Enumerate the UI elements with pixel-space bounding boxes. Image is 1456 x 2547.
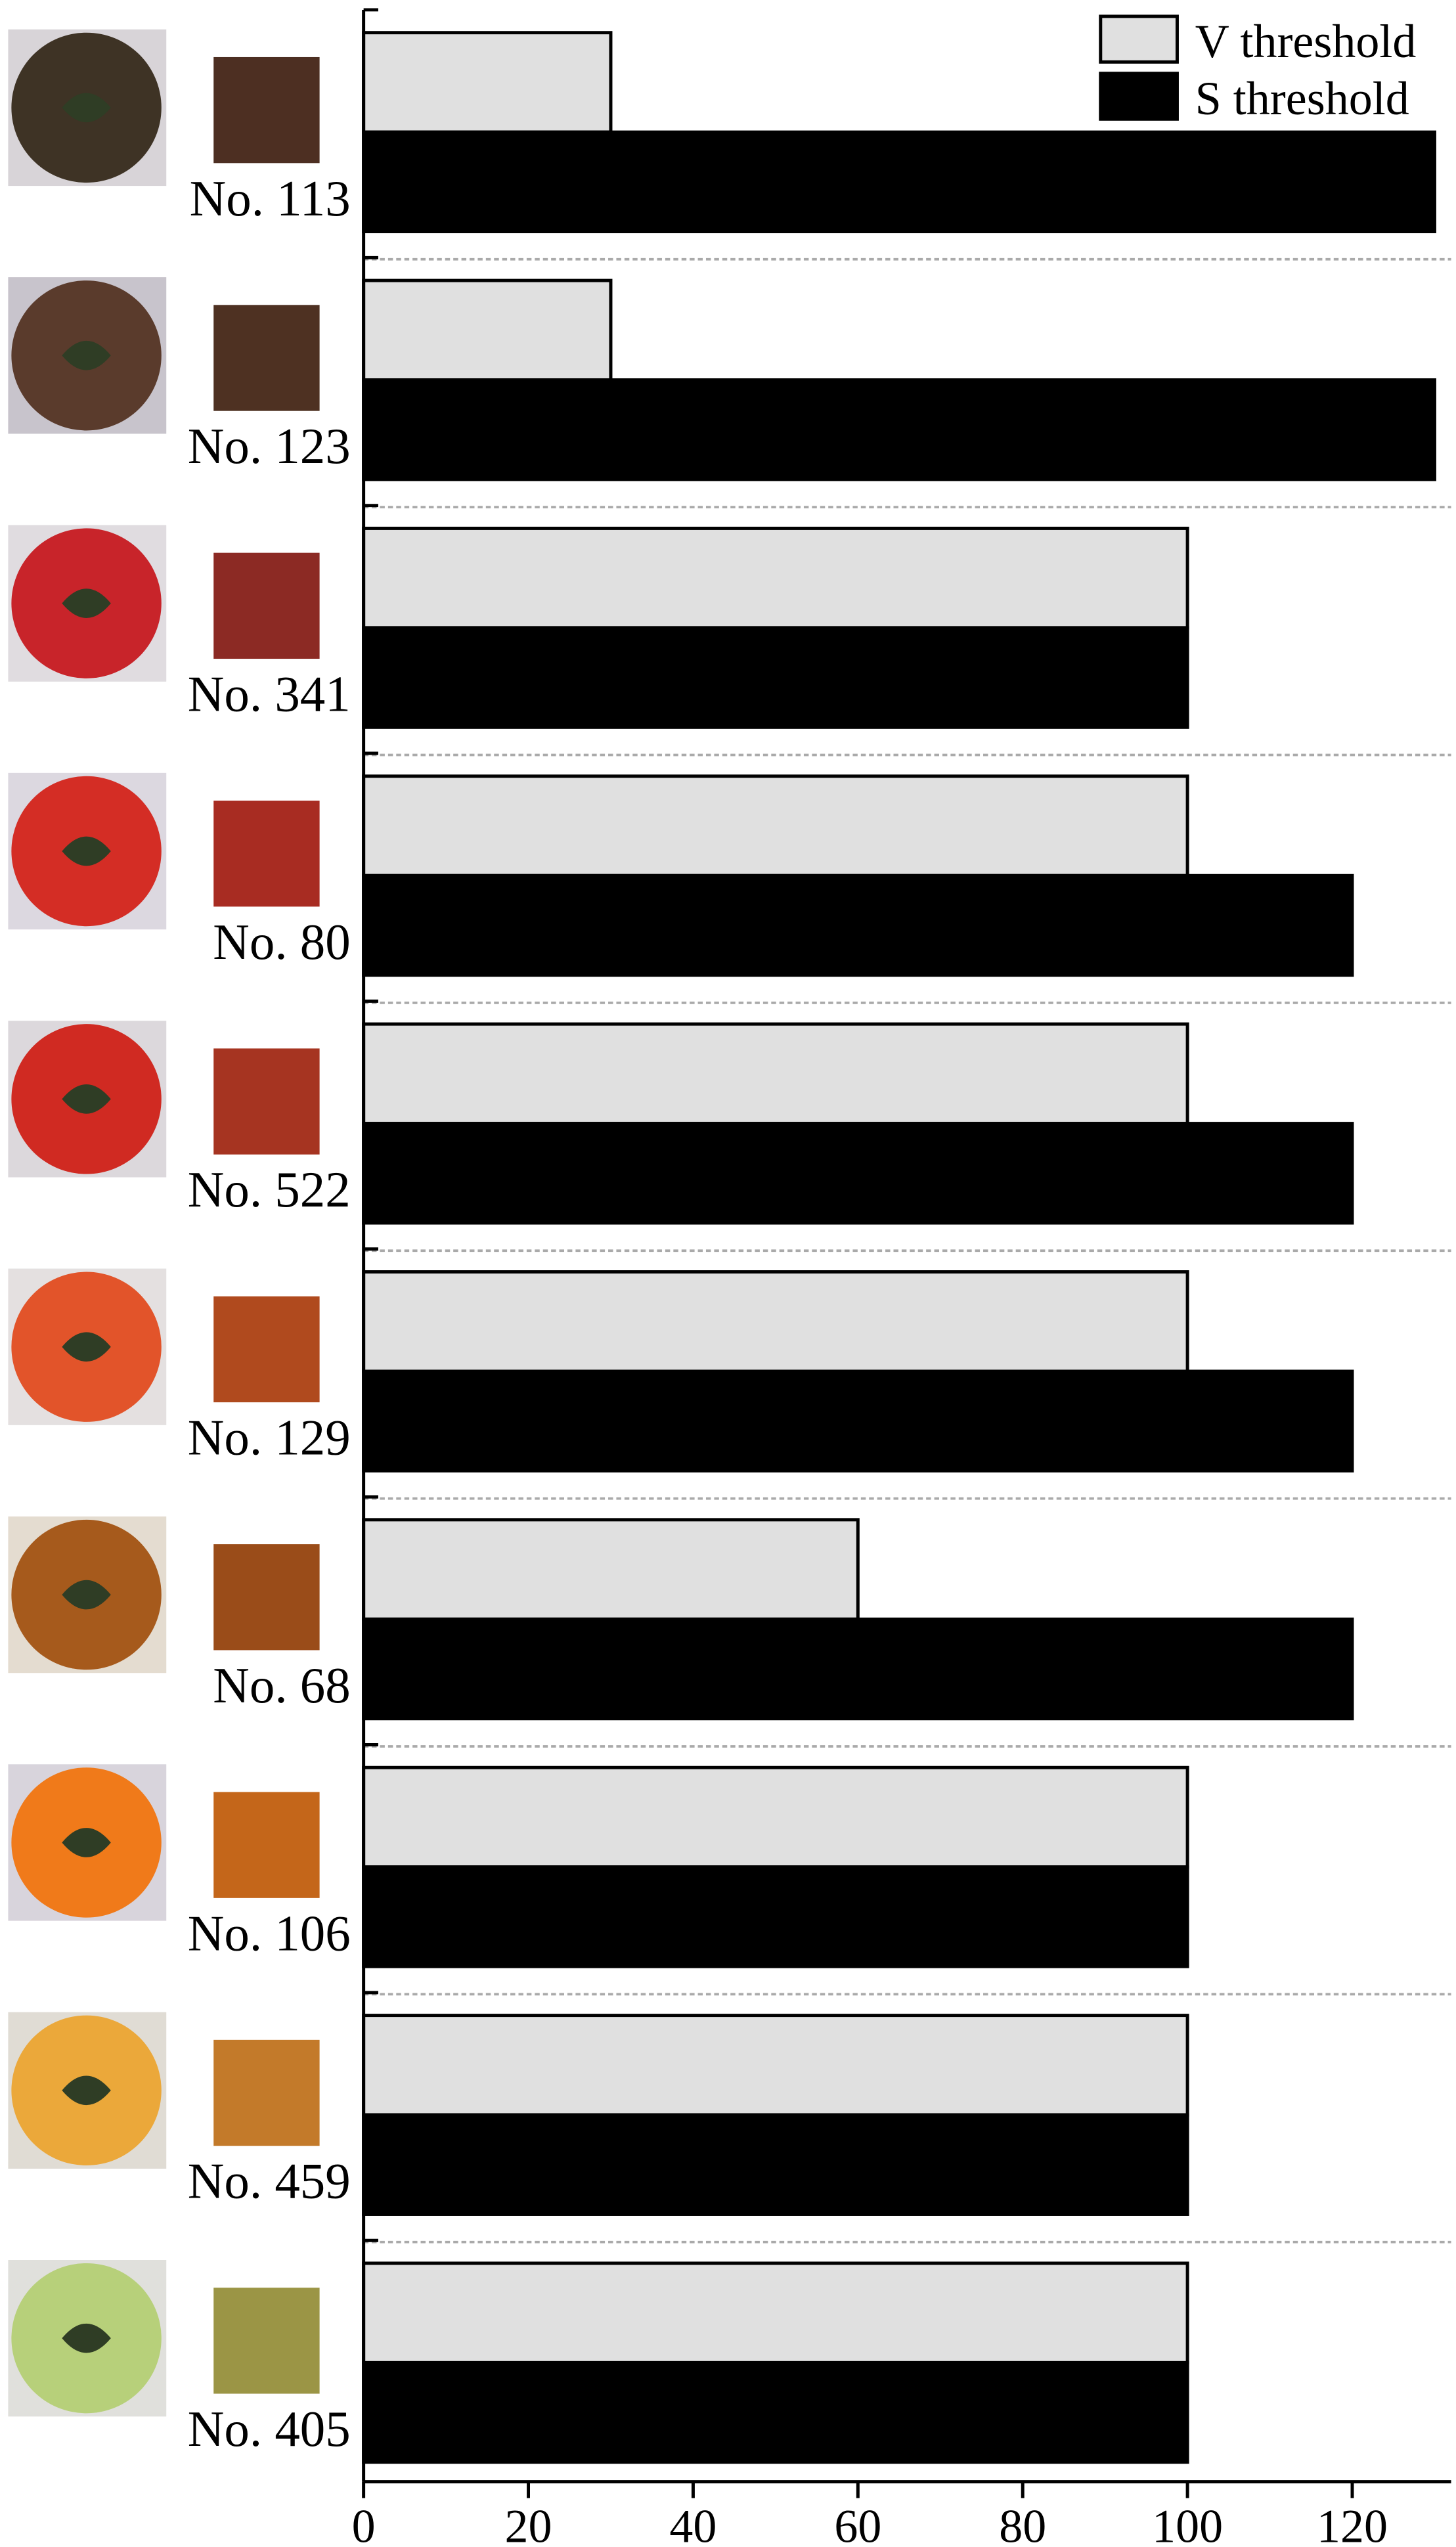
color-swatch <box>213 1544 320 1650</box>
category-label: No. 68 <box>213 1657 350 1714</box>
legend-swatch <box>1099 72 1179 121</box>
x-tick-label: 80 <box>999 2500 1046 2547</box>
legend-label: V threshold <box>1195 15 1417 68</box>
color-swatch <box>213 2288 320 2394</box>
bar <box>362 526 1189 630</box>
legend-label: S threshold <box>1195 72 1409 125</box>
bar <box>362 1518 860 1621</box>
legend-swatch <box>1099 14 1179 64</box>
bar <box>362 874 1354 977</box>
category-label: No. 522 <box>188 1161 351 1218</box>
x-tick-label: 20 <box>505 2500 552 2547</box>
bar <box>362 1617 1354 1721</box>
bar <box>362 378 1436 481</box>
x-tick-label: 120 <box>1317 2500 1388 2547</box>
color-swatch <box>213 801 320 907</box>
color-swatch <box>213 305 320 411</box>
bar <box>362 130 1436 234</box>
color-swatch <box>213 1048 320 1155</box>
category-label: No. 129 <box>188 1409 351 1466</box>
bar <box>362 2261 1189 2364</box>
fruit-stem <box>62 2323 111 2353</box>
bar <box>362 278 613 382</box>
fruit-stem <box>62 1828 111 1857</box>
fruit-stem <box>62 588 111 618</box>
category-label: No. 459 <box>188 2153 351 2209</box>
category-label: No. 106 <box>188 1905 351 1961</box>
bar <box>362 1122 1354 1225</box>
fruit-stem <box>62 836 111 866</box>
bar <box>362 2360 1189 2464</box>
color-swatch <box>213 1296 320 1403</box>
bar <box>362 1022 1189 1126</box>
category-label: No. 80 <box>213 914 350 970</box>
bar <box>362 1369 1354 1473</box>
fruit-stem <box>62 2075 111 2106</box>
category-label: No. 341 <box>188 665 351 722</box>
color-swatch <box>213 1792 320 1898</box>
fruit-stem <box>62 93 111 123</box>
category-label: No. 123 <box>188 418 351 474</box>
color-swatch <box>213 552 320 659</box>
bar <box>362 626 1189 729</box>
bar <box>362 2014 1189 2117</box>
fruit-stem <box>62 1084 111 1114</box>
color-swatch <box>213 56 320 164</box>
bar <box>362 31 613 134</box>
bar <box>362 2113 1189 2216</box>
fruit-stem <box>62 1580 111 1610</box>
bar <box>362 1865 1189 1968</box>
x-tick-label: 40 <box>669 2500 717 2547</box>
color-swatch <box>213 2039 320 2146</box>
category-label: No. 405 <box>188 2401 351 2457</box>
bar <box>362 1765 1189 1869</box>
bar <box>362 1270 1189 1373</box>
bar <box>362 774 1189 877</box>
fruit-stem <box>62 1332 111 1362</box>
x-tick-label: 100 <box>1152 2500 1223 2547</box>
category-label: No. 113 <box>190 170 351 227</box>
x-tick-label: 60 <box>834 2500 881 2547</box>
x-tick-label: 0 <box>352 2500 376 2547</box>
fruit-stem <box>62 340 111 370</box>
